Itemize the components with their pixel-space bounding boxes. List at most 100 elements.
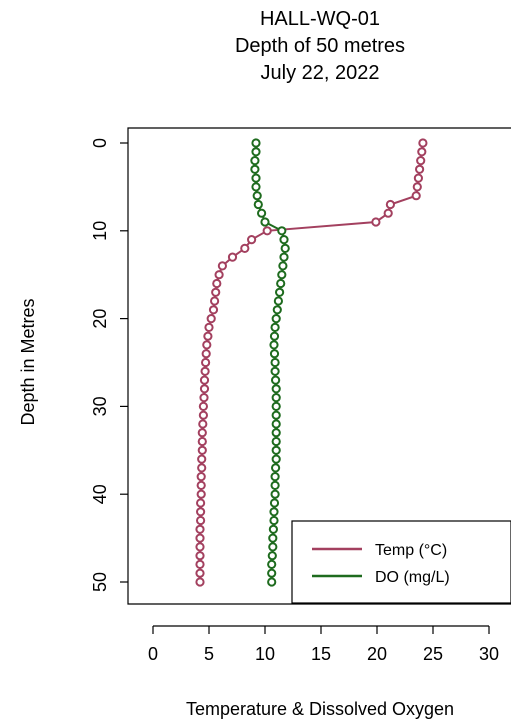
data-point bbox=[201, 349, 211, 359]
data-point bbox=[417, 147, 427, 157]
data-point bbox=[271, 445, 281, 455]
data-point bbox=[271, 401, 281, 411]
data-point bbox=[279, 252, 289, 262]
data-point bbox=[272, 305, 282, 315]
data-point bbox=[210, 296, 220, 306]
data-point bbox=[202, 340, 212, 350]
x-tick-label: 10 bbox=[255, 644, 275, 664]
data-point bbox=[279, 235, 289, 245]
data-point bbox=[250, 156, 260, 166]
data-point bbox=[247, 235, 257, 245]
data-point bbox=[371, 217, 381, 227]
data-point bbox=[204, 322, 214, 332]
data-point bbox=[196, 515, 206, 526]
data-point bbox=[208, 305, 219, 315]
data-point bbox=[195, 568, 205, 578]
data-point bbox=[253, 199, 263, 210]
data-point bbox=[251, 182, 261, 192]
y-tick-label: 40 bbox=[90, 484, 110, 504]
x-tick-label: 0 bbox=[148, 644, 158, 664]
chart-title-line-1: HALL-WQ-01 bbox=[260, 8, 380, 30]
data-point bbox=[195, 524, 205, 534]
data-point bbox=[212, 278, 222, 289]
legend-box bbox=[291, 520, 511, 604]
data-point bbox=[270, 366, 280, 376]
data-point bbox=[227, 252, 238, 262]
data-point bbox=[251, 147, 261, 157]
data-point bbox=[260, 217, 270, 227]
chart-title-line-3: July 22, 2022 bbox=[261, 62, 380, 84]
data-point bbox=[278, 261, 288, 271]
data-point bbox=[195, 577, 205, 587]
data-point bbox=[269, 515, 279, 526]
data-point bbox=[276, 278, 286, 289]
data-point bbox=[415, 164, 425, 174]
data-point bbox=[197, 454, 207, 464]
data-point bbox=[418, 138, 428, 148]
data-point bbox=[271, 393, 281, 403]
y-tick-label: 20 bbox=[90, 309, 110, 329]
x-tick-label: 25 bbox=[423, 644, 443, 664]
data-point bbox=[251, 138, 261, 148]
data-point bbox=[270, 322, 280, 332]
series-1 bbox=[250, 138, 290, 587]
data-point bbox=[385, 199, 395, 210]
data-point bbox=[197, 428, 207, 438]
x-tick-label: 20 bbox=[367, 644, 387, 664]
data-point bbox=[257, 208, 267, 218]
data-point bbox=[270, 472, 280, 482]
data-point bbox=[271, 454, 281, 464]
legend-label-do: DO (mg/L) bbox=[375, 569, 450, 586]
data-point bbox=[268, 524, 278, 534]
data-point bbox=[196, 498, 206, 508]
data-point bbox=[271, 463, 281, 473]
data-point bbox=[267, 577, 277, 587]
data-point bbox=[198, 401, 208, 411]
data-point bbox=[196, 489, 206, 499]
data-point bbox=[275, 287, 285, 297]
data-point bbox=[197, 445, 207, 455]
data-point bbox=[206, 314, 216, 324]
data-point bbox=[267, 551, 277, 561]
data-point bbox=[269, 340, 279, 350]
data-point bbox=[252, 191, 262, 201]
data-point bbox=[240, 243, 250, 253]
data-point bbox=[199, 393, 209, 403]
data-point bbox=[269, 349, 280, 359]
data-point bbox=[271, 419, 281, 429]
plot-frame bbox=[127, 127, 511, 605]
data-point bbox=[195, 542, 205, 552]
data-point bbox=[195, 533, 205, 543]
data-point bbox=[267, 568, 277, 578]
data-point bbox=[199, 384, 210, 394]
data-point bbox=[268, 542, 278, 552]
data-point bbox=[200, 366, 210, 376]
data-point bbox=[271, 384, 281, 394]
data-point bbox=[413, 173, 423, 183]
data-point bbox=[197, 463, 207, 473]
x-tick-label: 5 bbox=[204, 644, 214, 664]
data-point bbox=[195, 551, 205, 561]
data-point bbox=[211, 287, 221, 297]
data-point bbox=[270, 480, 280, 490]
y-axis-label: Depth in Metres bbox=[18, 298, 38, 425]
x-tick-label: 30 bbox=[479, 644, 499, 664]
data-point bbox=[273, 296, 283, 306]
data-point bbox=[198, 410, 208, 420]
data-point bbox=[269, 498, 280, 508]
data-point bbox=[250, 164, 260, 174]
y-tick-label: 0 bbox=[90, 138, 110, 148]
data-point bbox=[217, 261, 227, 271]
series-layer bbox=[195, 138, 428, 587]
data-point bbox=[277, 270, 287, 280]
data-point bbox=[197, 436, 207, 447]
legend-label-temp: Temp (°C) bbox=[375, 542, 447, 559]
data-point bbox=[196, 472, 206, 482]
data-point bbox=[383, 208, 393, 218]
x-tick-label: 15 bbox=[311, 644, 331, 664]
y-tick-label: 10 bbox=[90, 221, 110, 241]
data-point bbox=[214, 270, 224, 280]
data-point bbox=[196, 480, 206, 490]
data-point bbox=[271, 375, 281, 385]
